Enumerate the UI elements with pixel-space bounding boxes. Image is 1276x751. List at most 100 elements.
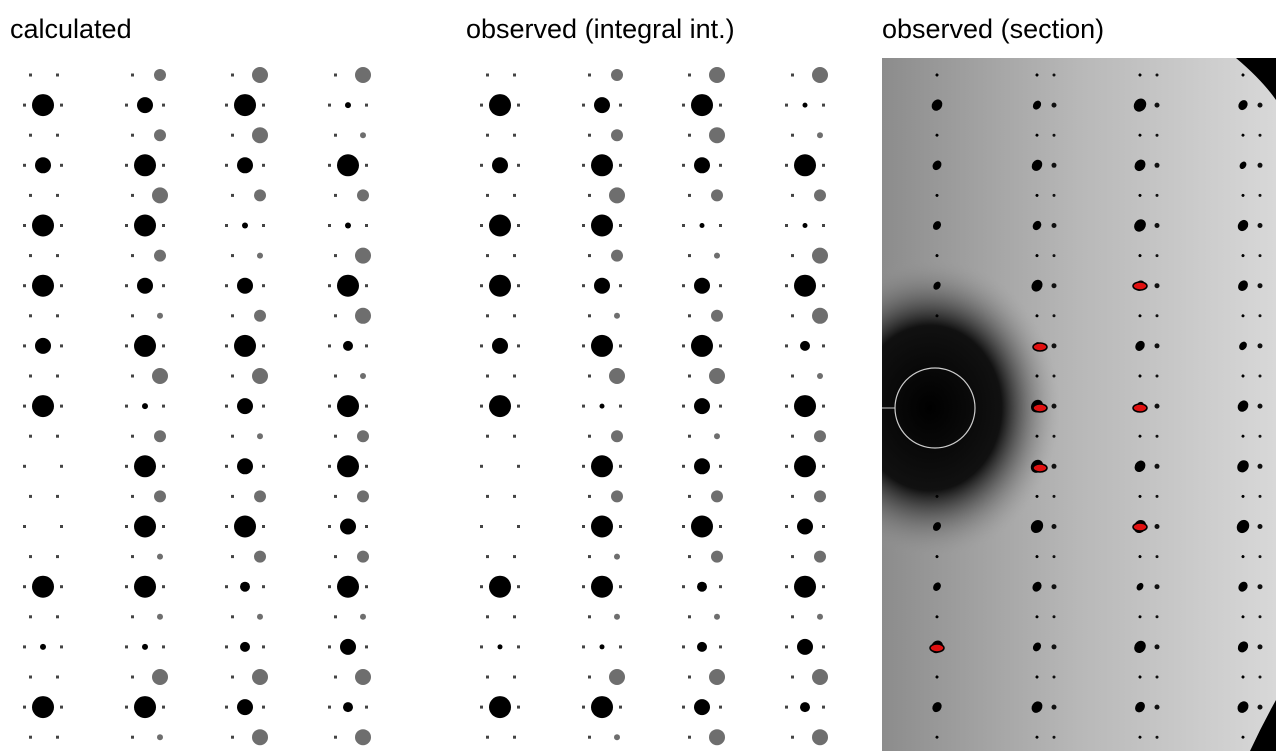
spot [262, 344, 265, 347]
spot [334, 615, 337, 618]
spot [225, 284, 228, 287]
spot [365, 645, 368, 648]
spot [345, 102, 351, 108]
spot [688, 134, 691, 137]
spot [252, 729, 268, 745]
spot [513, 676, 516, 679]
spot [231, 74, 234, 77]
spot [334, 495, 337, 498]
spot [225, 645, 228, 648]
spot [619, 706, 622, 709]
spot [125, 405, 128, 408]
spot [794, 154, 816, 176]
spot [355, 248, 371, 264]
spot [225, 224, 228, 227]
spot [60, 104, 63, 107]
spot [1156, 134, 1159, 137]
spot [930, 644, 944, 652]
spot [822, 164, 825, 167]
spot [1053, 676, 1056, 679]
spot [154, 129, 166, 141]
spot [131, 194, 134, 197]
spot [328, 465, 331, 468]
spot [814, 490, 826, 502]
spot [262, 405, 265, 408]
spot [1259, 254, 1262, 257]
spot [29, 134, 32, 137]
spot [682, 104, 685, 107]
spot [600, 404, 605, 409]
spot [688, 736, 691, 739]
spot [1053, 495, 1056, 498]
spot [709, 368, 725, 384]
spot [517, 706, 520, 709]
spot [262, 706, 265, 709]
spot [480, 224, 483, 227]
spot [719, 525, 722, 528]
spot [517, 585, 520, 588]
spot [231, 736, 234, 739]
spot [152, 669, 168, 685]
spot [328, 585, 331, 588]
spot [357, 490, 369, 502]
spot [56, 676, 59, 679]
spot [791, 134, 794, 137]
spot [814, 189, 826, 201]
spot [719, 405, 722, 408]
spot [23, 585, 26, 588]
spot [162, 405, 165, 408]
spot [582, 585, 585, 588]
spot [800, 702, 810, 712]
spot [1259, 676, 1262, 679]
spot [131, 495, 134, 498]
spot [719, 224, 722, 227]
spot [328, 344, 331, 347]
spot [785, 465, 788, 468]
spot [791, 74, 794, 77]
spot [162, 645, 165, 648]
spot [29, 555, 32, 558]
spot [262, 284, 265, 287]
spot [152, 187, 168, 203]
spot [360, 614, 366, 620]
spot [785, 405, 788, 408]
spot [1258, 705, 1263, 710]
spot [794, 395, 816, 417]
spot [262, 224, 265, 227]
spot [60, 405, 63, 408]
spot [688, 74, 691, 77]
spot [797, 519, 813, 535]
spot [489, 696, 511, 718]
spot [225, 405, 228, 408]
spot [1052, 223, 1057, 228]
spot [1053, 375, 1056, 378]
spot [609, 187, 625, 203]
spot [134, 215, 156, 237]
spot [60, 164, 63, 167]
spot [594, 97, 610, 113]
spot [719, 284, 722, 287]
spot [611, 129, 623, 141]
spot [334, 314, 337, 317]
spot [32, 696, 54, 718]
spot [791, 375, 794, 378]
spot [237, 699, 253, 715]
spot [125, 585, 128, 588]
spot [694, 458, 710, 474]
spot [582, 706, 585, 709]
spot [29, 74, 32, 77]
spot [334, 676, 337, 679]
spot [688, 194, 691, 197]
spot [682, 465, 685, 468]
spot [794, 455, 816, 477]
spot [517, 525, 520, 528]
spot [1155, 163, 1160, 168]
spot [682, 706, 685, 709]
spot [517, 465, 520, 468]
spot [1133, 523, 1147, 531]
spot [1155, 705, 1160, 710]
spot [252, 368, 268, 384]
spot [609, 368, 625, 384]
spot [365, 344, 368, 347]
spot [588, 74, 591, 77]
